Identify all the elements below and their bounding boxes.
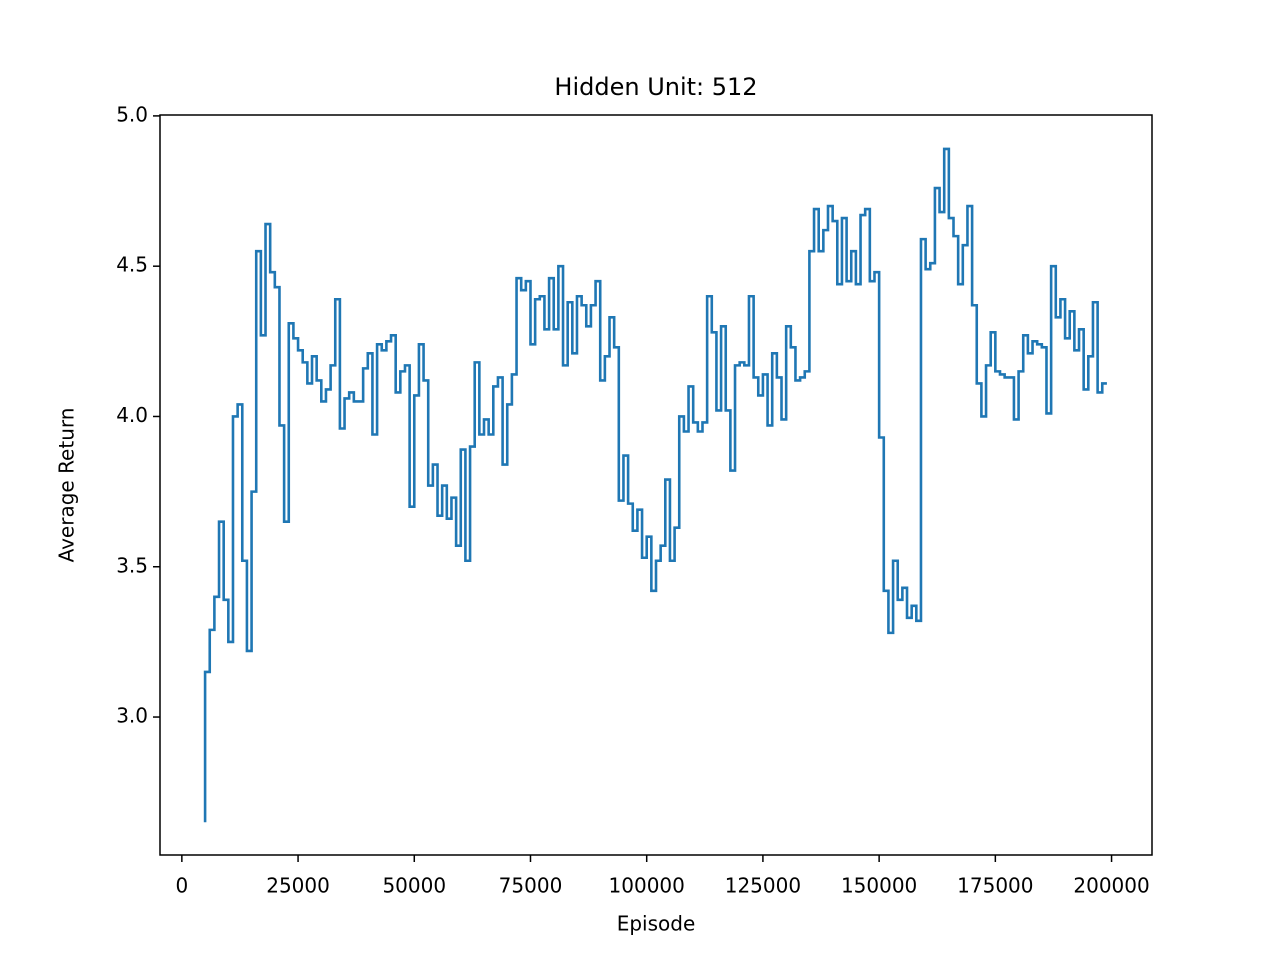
plot-frame	[159, 114, 1153, 856]
y-axis-label: Average Return	[55, 408, 79, 563]
x-tick-label: 125000	[725, 874, 801, 898]
x-tick-label: 75000	[499, 874, 563, 898]
x-tick-label: 175000	[957, 874, 1033, 898]
x-tick-label: 25000	[266, 874, 330, 898]
x-tick-label: 200000	[1073, 874, 1149, 898]
y-tick-label: 4.5	[116, 253, 148, 277]
y-tick-label: 3.5	[116, 553, 148, 577]
y-tick-label: 4.0	[116, 403, 148, 427]
x-tick-label: 100000	[609, 874, 685, 898]
x-tick-label: 150000	[841, 874, 917, 898]
x-tick-label: 50000	[382, 874, 446, 898]
y-tick-label: 5.0	[116, 102, 148, 126]
chart-title: Hidden Unit: 512	[554, 73, 757, 101]
x-axis-label: Episode	[617, 912, 696, 936]
data-line	[203, 147, 1107, 823]
y-tick-label: 3.0	[116, 704, 148, 728]
x-tick-label: 0	[175, 874, 188, 898]
